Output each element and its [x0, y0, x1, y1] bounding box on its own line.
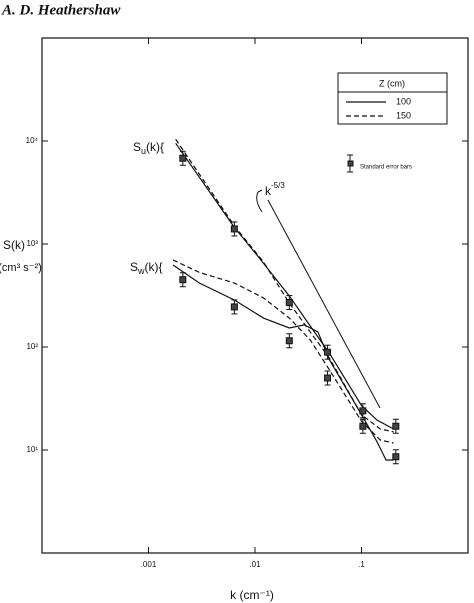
legend-label: 150 [396, 110, 411, 120]
error-bar-point [359, 418, 367, 434]
curve-label: Su(k){ [133, 140, 164, 156]
x-tick-label: .001 [141, 560, 157, 569]
header: A. D. Heathershaw [1, 2, 121, 18]
spectrum-line [175, 138, 394, 433]
error-bar-point [179, 272, 187, 288]
y-tick-label: 10⁴ [26, 136, 39, 145]
annotation-hook [256, 189, 263, 213]
error-bar-point [392, 449, 400, 465]
x-label: k (cm⁻¹) [230, 588, 274, 602]
error-bar-point [324, 370, 332, 386]
error-bar-point [230, 221, 238, 237]
error-bar-point [392, 418, 400, 434]
reference-slope [267, 199, 381, 409]
legend-label: 100 [396, 96, 411, 106]
error-bar-point [285, 333, 293, 349]
y-tick-label: 10² [26, 342, 38, 351]
error-bar-point [359, 403, 367, 419]
x-tick-label: .1 [358, 560, 365, 569]
legend-title: Z (cm) [379, 78, 405, 88]
y-label: (cm³ s⁻²) [0, 262, 42, 274]
spectrum-line [175, 142, 394, 430]
error-bar-point [230, 299, 238, 315]
points-label: Standard error bars [360, 165, 412, 171]
error-bar-point [324, 344, 332, 360]
y-label: S(k) [3, 238, 25, 252]
error-bar-point [285, 295, 293, 311]
spectrum-line [172, 259, 394, 444]
y-tick-label: 10³ [26, 239, 38, 248]
error-bar-point [179, 150, 187, 166]
x-tick-label: .01 [249, 560, 261, 569]
annotation: k-5/3 [265, 181, 285, 198]
marker-key [347, 154, 354, 173]
curve-label: Sw(k){ [130, 260, 163, 276]
y-tick-label: 10¹ [26, 445, 38, 454]
spectrum-line [172, 264, 394, 461]
